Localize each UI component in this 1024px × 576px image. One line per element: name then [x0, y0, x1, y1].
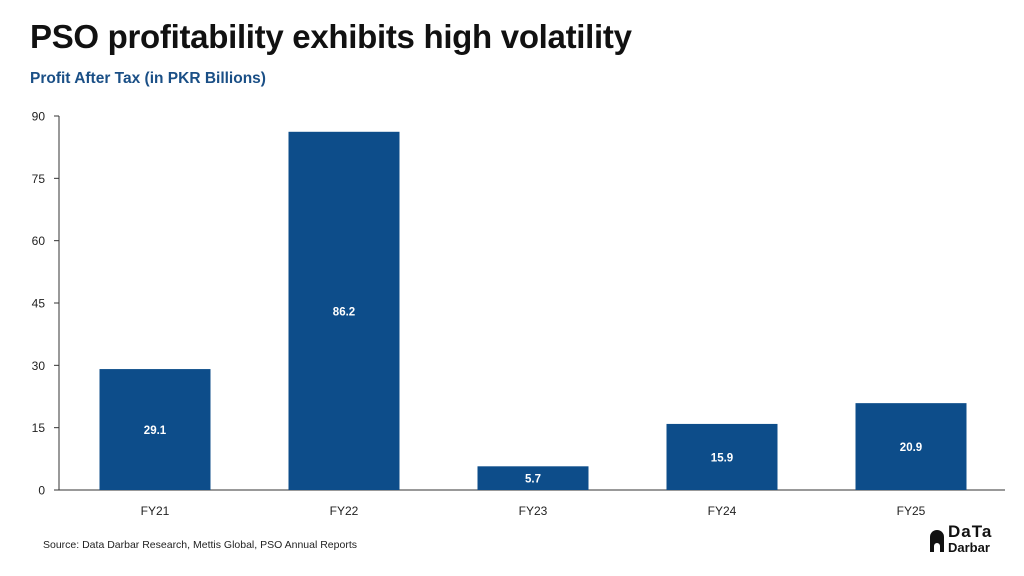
x-category-label: FY25 [897, 504, 926, 518]
y-tick-label: 30 [32, 359, 46, 373]
y-tick-label: 60 [32, 234, 46, 248]
mosque-dome-icon [930, 530, 944, 552]
y-tick-label: 75 [32, 172, 46, 186]
logo-text-top: DaTa [948, 522, 993, 541]
bar [99, 369, 211, 490]
bar [666, 423, 778, 490]
bar-value-label: 86.2 [333, 306, 355, 318]
logo-text-bottom: Darbar [948, 540, 990, 555]
bar [855, 403, 967, 490]
bar-value-label: 20.9 [900, 442, 922, 454]
bar [288, 131, 400, 490]
page-title: PSO profitability exhibits high volatili… [30, 18, 632, 55]
x-category-label: FY22 [330, 504, 359, 518]
x-category-label: FY23 [519, 504, 548, 518]
y-tick-label: 45 [32, 297, 46, 311]
source-note: Source: Data Darbar Research, Mettis Glo… [43, 539, 357, 551]
y-tick-label: 15 [32, 421, 46, 435]
bar-value-label: 29.1 [144, 425, 167, 437]
bar-value-label: 5.7 [525, 474, 541, 486]
y-tick-label: 90 [32, 110, 46, 124]
x-category-label: FY21 [141, 504, 170, 518]
brand-logo: DaTa Darbar [928, 522, 998, 556]
bar-value-label: 15.9 [711, 452, 733, 464]
bar [477, 466, 589, 490]
chart-subtitle: Profit After Tax (in PKR Billions) [30, 70, 266, 87]
y-tick-label: 0 [38, 484, 45, 498]
x-category-label: FY24 [708, 504, 737, 518]
